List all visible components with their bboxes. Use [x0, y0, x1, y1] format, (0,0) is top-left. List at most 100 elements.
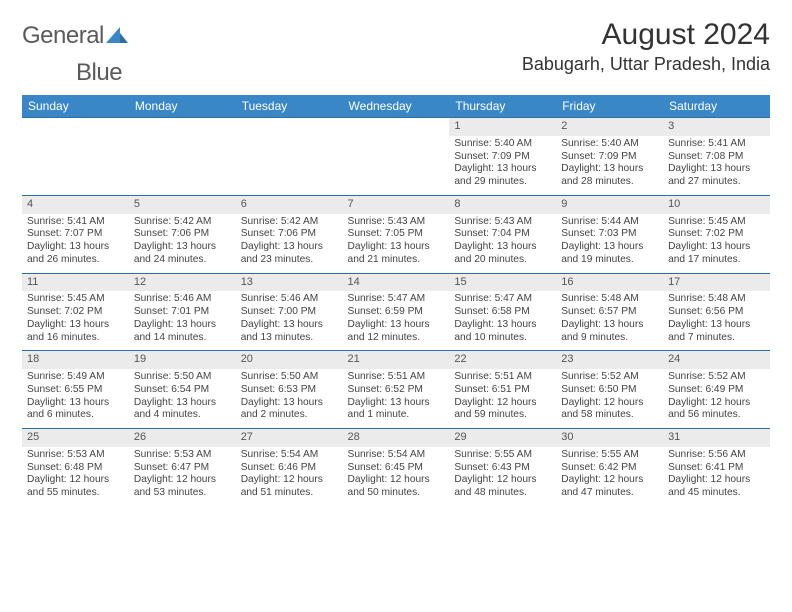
day-detail: Sunrise: 5:44 AMSunset: 7:03 PMDaylight:… — [556, 214, 663, 273]
day-number: 19 — [129, 350, 236, 369]
day-detail: Sunrise: 5:48 AMSunset: 6:56 PMDaylight:… — [663, 291, 770, 350]
calendar-day-cell: 25Sunrise: 5:53 AMSunset: 6:48 PMDayligh… — [22, 428, 129, 506]
calendar-day-cell: 23Sunrise: 5:52 AMSunset: 6:50 PMDayligh… — [556, 350, 663, 428]
brand-word-1: General — [22, 22, 104, 50]
day-detail: Sunrise: 5:52 AMSunset: 6:50 PMDaylight:… — [556, 369, 663, 428]
calendar-day-cell: 9Sunrise: 5:44 AMSunset: 7:03 PMDaylight… — [556, 195, 663, 273]
calendar-day-cell: 11Sunrise: 5:45 AMSunset: 7:02 PMDayligh… — [22, 273, 129, 351]
calendar-day-cell: 15Sunrise: 5:47 AMSunset: 6:58 PMDayligh… — [449, 273, 556, 351]
day-number: 13 — [236, 273, 343, 292]
day-number: 21 — [343, 350, 450, 369]
day-number: 31 — [663, 428, 770, 447]
calendar-day-cell: 2Sunrise: 5:40 AMSunset: 7:09 PMDaylight… — [556, 117, 663, 195]
calendar-page: General August 2024 Babugarh, Uttar Prad… — [0, 0, 792, 516]
calendar-day-cell: 17Sunrise: 5:48 AMSunset: 6:56 PMDayligh… — [663, 273, 770, 351]
day-number: 26 — [129, 428, 236, 447]
day-number: 30 — [556, 428, 663, 447]
day-detail: Sunrise: 5:43 AMSunset: 7:05 PMDaylight:… — [343, 214, 450, 273]
calendar-body: 1Sunrise: 5:40 AMSunset: 7:09 PMDaylight… — [22, 117, 770, 506]
day-number: 28 — [343, 428, 450, 447]
location-text: Babugarh, Uttar Pradesh, India — [522, 54, 770, 75]
day-number: 6 — [236, 195, 343, 214]
calendar-day-cell: 16Sunrise: 5:48 AMSunset: 6:57 PMDayligh… — [556, 273, 663, 351]
weekday-header: Tuesday — [236, 95, 343, 117]
calendar-week-row: 18Sunrise: 5:49 AMSunset: 6:55 PMDayligh… — [22, 350, 770, 428]
calendar-day-cell: 19Sunrise: 5:50 AMSunset: 6:54 PMDayligh… — [129, 350, 236, 428]
weekday-header: Thursday — [449, 95, 556, 117]
day-detail: Sunrise: 5:53 AMSunset: 6:48 PMDaylight:… — [22, 447, 129, 506]
calendar-day-cell: 13Sunrise: 5:46 AMSunset: 7:00 PMDayligh… — [236, 273, 343, 351]
calendar-day-cell: 27Sunrise: 5:54 AMSunset: 6:46 PMDayligh… — [236, 428, 343, 506]
day-detail: Sunrise: 5:41 AMSunset: 7:08 PMDaylight:… — [663, 136, 770, 195]
calendar-week-row: 11Sunrise: 5:45 AMSunset: 7:02 PMDayligh… — [22, 273, 770, 351]
day-detail: Sunrise: 5:53 AMSunset: 6:47 PMDaylight:… — [129, 447, 236, 506]
day-detail: Sunrise: 5:54 AMSunset: 6:45 PMDaylight:… — [343, 447, 450, 506]
day-number: 4 — [22, 195, 129, 214]
calendar-week-row: 25Sunrise: 5:53 AMSunset: 6:48 PMDayligh… — [22, 428, 770, 506]
day-detail: Sunrise: 5:40 AMSunset: 7:09 PMDaylight:… — [556, 136, 663, 195]
day-detail: Sunrise: 5:45 AMSunset: 7:02 PMDaylight:… — [22, 291, 129, 350]
day-detail: Sunrise: 5:55 AMSunset: 6:43 PMDaylight:… — [449, 447, 556, 506]
day-detail: Sunrise: 5:50 AMSunset: 6:54 PMDaylight:… — [129, 369, 236, 428]
calendar-day-cell: 6Sunrise: 5:42 AMSunset: 7:06 PMDaylight… — [236, 195, 343, 273]
day-detail: Sunrise: 5:50 AMSunset: 6:53 PMDaylight:… — [236, 369, 343, 428]
day-detail: Sunrise: 5:54 AMSunset: 6:46 PMDaylight:… — [236, 447, 343, 506]
day-number: 8 — [449, 195, 556, 214]
calendar-day-cell: 18Sunrise: 5:49 AMSunset: 6:55 PMDayligh… — [22, 350, 129, 428]
calendar-day-cell: 24Sunrise: 5:52 AMSunset: 6:49 PMDayligh… — [663, 350, 770, 428]
day-number: 5 — [129, 195, 236, 214]
calendar-day-cell: 26Sunrise: 5:53 AMSunset: 6:47 PMDayligh… — [129, 428, 236, 506]
day-detail: Sunrise: 5:46 AMSunset: 7:00 PMDaylight:… — [236, 291, 343, 350]
day-number: 9 — [556, 195, 663, 214]
day-number: 17 — [663, 273, 770, 292]
calendar-week-row: 4Sunrise: 5:41 AMSunset: 7:07 PMDaylight… — [22, 195, 770, 273]
day-number: 27 — [236, 428, 343, 447]
day-number: 18 — [22, 350, 129, 369]
calendar-day-cell: 3Sunrise: 5:41 AMSunset: 7:08 PMDaylight… — [663, 117, 770, 195]
day-number: 23 — [556, 350, 663, 369]
calendar-day-cell: 8Sunrise: 5:43 AMSunset: 7:04 PMDaylight… — [449, 195, 556, 273]
day-detail: Sunrise: 5:51 AMSunset: 6:51 PMDaylight:… — [449, 369, 556, 428]
day-number: 10 — [663, 195, 770, 214]
weekday-header: Saturday — [663, 95, 770, 117]
day-number: 1 — [449, 117, 556, 136]
day-detail: Sunrise: 5:42 AMSunset: 7:06 PMDaylight:… — [236, 214, 343, 273]
calendar-day-cell: 1Sunrise: 5:40 AMSunset: 7:09 PMDaylight… — [449, 117, 556, 195]
calendar-day-cell: 14Sunrise: 5:47 AMSunset: 6:59 PMDayligh… — [343, 273, 450, 351]
weekday-header: Friday — [556, 95, 663, 117]
calendar-week-row: 1Sunrise: 5:40 AMSunset: 7:09 PMDaylight… — [22, 117, 770, 195]
day-detail: Sunrise: 5:55 AMSunset: 6:42 PMDaylight:… — [556, 447, 663, 506]
calendar-day-cell — [236, 117, 343, 195]
day-number: 20 — [236, 350, 343, 369]
calendar-day-cell: 31Sunrise: 5:56 AMSunset: 6:41 PMDayligh… — [663, 428, 770, 506]
day-number: 3 — [663, 117, 770, 136]
calendar-day-cell: 30Sunrise: 5:55 AMSunset: 6:42 PMDayligh… — [556, 428, 663, 506]
title-block: August 2024 Babugarh, Uttar Pradesh, Ind… — [522, 18, 770, 75]
calendar-day-cell: 4Sunrise: 5:41 AMSunset: 7:07 PMDaylight… — [22, 195, 129, 273]
day-number: 16 — [556, 273, 663, 292]
calendar-day-cell: 7Sunrise: 5:43 AMSunset: 7:05 PMDaylight… — [343, 195, 450, 273]
day-number: 11 — [22, 273, 129, 292]
brand-word-2: Blue — [24, 59, 122, 86]
day-detail: Sunrise: 5:41 AMSunset: 7:07 PMDaylight:… — [22, 214, 129, 273]
day-number: 14 — [343, 273, 450, 292]
calendar-day-cell: 10Sunrise: 5:45 AMSunset: 7:02 PMDayligh… — [663, 195, 770, 273]
weekday-header: Sunday — [22, 95, 129, 117]
weekday-header: Wednesday — [343, 95, 450, 117]
calendar-header: SundayMondayTuesdayWednesdayThursdayFrid… — [22, 95, 770, 117]
day-detail: Sunrise: 5:45 AMSunset: 7:02 PMDaylight:… — [663, 214, 770, 273]
day-detail: Sunrise: 5:52 AMSunset: 6:49 PMDaylight:… — [663, 369, 770, 428]
day-number: 22 — [449, 350, 556, 369]
day-detail: Sunrise: 5:40 AMSunset: 7:09 PMDaylight:… — [449, 136, 556, 195]
day-detail: Sunrise: 5:47 AMSunset: 6:58 PMDaylight:… — [449, 291, 556, 350]
day-number: 29 — [449, 428, 556, 447]
calendar-day-cell: 22Sunrise: 5:51 AMSunset: 6:51 PMDayligh… — [449, 350, 556, 428]
day-detail: Sunrise: 5:47 AMSunset: 6:59 PMDaylight:… — [343, 291, 450, 350]
calendar-day-cell — [129, 117, 236, 195]
day-detail: Sunrise: 5:49 AMSunset: 6:55 PMDaylight:… — [22, 369, 129, 428]
calendar-day-cell: 5Sunrise: 5:42 AMSunset: 7:06 PMDaylight… — [129, 195, 236, 273]
day-number: 2 — [556, 117, 663, 136]
day-number: 24 — [663, 350, 770, 369]
brand-logo: General — [22, 22, 108, 50]
month-title: August 2024 — [522, 18, 770, 52]
